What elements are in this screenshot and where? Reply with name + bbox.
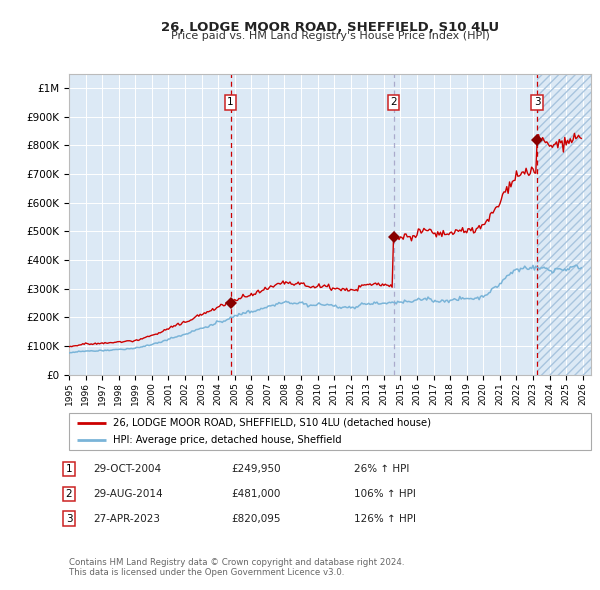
Text: Contains HM Land Registry data © Crown copyright and database right 2024.
This d: Contains HM Land Registry data © Crown c… bbox=[69, 558, 404, 577]
Text: 29-OCT-2004: 29-OCT-2004 bbox=[93, 464, 161, 474]
Text: Price paid vs. HM Land Registry's House Price Index (HPI): Price paid vs. HM Land Registry's House … bbox=[170, 31, 490, 41]
Text: 3: 3 bbox=[534, 97, 541, 107]
Text: 29-AUG-2014: 29-AUG-2014 bbox=[93, 489, 163, 499]
Text: 2: 2 bbox=[390, 97, 397, 107]
Text: 26, LODGE MOOR ROAD, SHEFFIELD, S10 4LU (detached house): 26, LODGE MOOR ROAD, SHEFFIELD, S10 4LU … bbox=[113, 418, 431, 428]
Text: 1: 1 bbox=[227, 97, 234, 107]
Text: 26, LODGE MOOR ROAD, SHEFFIELD, S10 4LU: 26, LODGE MOOR ROAD, SHEFFIELD, S10 4LU bbox=[161, 21, 499, 34]
Text: 106% ↑ HPI: 106% ↑ HPI bbox=[354, 489, 416, 499]
Text: 26% ↑ HPI: 26% ↑ HPI bbox=[354, 464, 409, 474]
Text: 3: 3 bbox=[65, 514, 73, 523]
Text: 1: 1 bbox=[65, 464, 73, 474]
Text: 126% ↑ HPI: 126% ↑ HPI bbox=[354, 514, 416, 523]
Text: 27-APR-2023: 27-APR-2023 bbox=[93, 514, 160, 523]
Text: £820,095: £820,095 bbox=[231, 514, 281, 523]
Text: HPI: Average price, detached house, Sheffield: HPI: Average price, detached house, Shef… bbox=[113, 435, 342, 445]
Text: £481,000: £481,000 bbox=[231, 489, 280, 499]
Text: £249,950: £249,950 bbox=[231, 464, 281, 474]
Bar bbox=[537, 60, 599, 375]
Text: 2: 2 bbox=[65, 489, 73, 499]
